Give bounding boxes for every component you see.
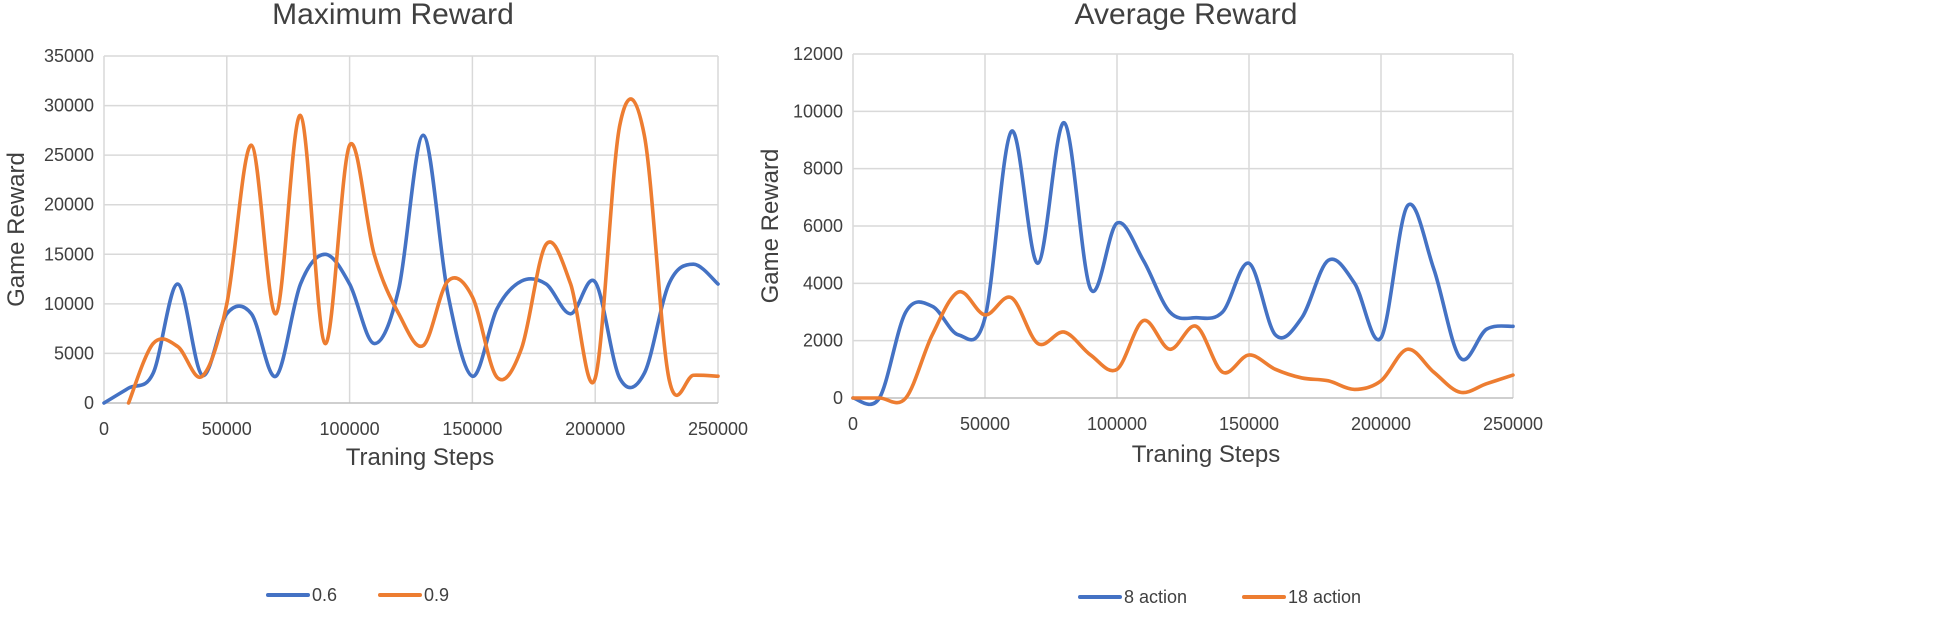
series-points-8-action <box>853 123 1513 398</box>
chart-2: Average Reward 0 2000 4000 6000 8000 10000 1200… <box>757 0 1543 607</box>
legend-label: 8 action <box>1124 587 1187 607</box>
x-tick-label: 250000 <box>688 419 748 439</box>
x-tick-label: 50000 <box>202 419 252 439</box>
y-tick-label: 25000 <box>44 145 94 165</box>
y-tick-label: 15000 <box>44 244 94 264</box>
chart-1: Maximum Reward 0 5000 10000 15000 20000 25000 3… <box>3 0 748 605</box>
x-axis-label: Traning Steps <box>346 444 495 471</box>
y-axis-label: Game Reward <box>3 152 30 307</box>
y-tick-label: 30000 <box>44 96 94 116</box>
x-tick-label: 0 <box>848 414 858 434</box>
x-tick-label: 50000 <box>960 414 1010 434</box>
x-tick-label: 200000 <box>1351 414 1411 434</box>
series-points-18-action <box>853 292 1513 398</box>
y-tick-label: 5000 <box>54 343 94 363</box>
series-line-0.9 <box>129 99 718 403</box>
series-line-18-action <box>853 292 1513 403</box>
x-tick-label: 100000 <box>1087 414 1147 434</box>
legend-label: 0.6 <box>312 585 337 605</box>
y-tick-label: 0 <box>84 393 94 413</box>
legend-label: 0.9 <box>424 585 449 605</box>
y-tick-label: 20000 <box>44 195 94 215</box>
series-line-8-action <box>853 123 1513 405</box>
x-tick-label: 150000 <box>1219 414 1279 434</box>
y-tick-label: 35000 <box>44 46 94 66</box>
y-tick-label: 0 <box>833 388 843 408</box>
x-axis-label: Traning Steps <box>1132 441 1281 468</box>
x-tick-label: 100000 <box>320 419 380 439</box>
x-tick-label: 200000 <box>565 419 625 439</box>
chart-title: Average Reward <box>1075 0 1298 31</box>
y-tick-label: 12000 <box>793 44 843 64</box>
legend-label: 18 action <box>1288 587 1361 607</box>
x-tick-label: 150000 <box>442 419 502 439</box>
y-tick-label: 4000 <box>803 273 843 293</box>
y-tick-label: 2000 <box>803 331 843 351</box>
chart-title: Maximum Reward <box>272 0 514 31</box>
x-tick-label: 250000 <box>1483 414 1543 434</box>
y-axis-label: Game Reward <box>757 149 784 304</box>
y-tick-label: 6000 <box>803 216 843 236</box>
series-line-0.6 <box>104 135 718 403</box>
y-tick-label: 10000 <box>793 101 843 121</box>
y-tick-label: 10000 <box>44 294 94 314</box>
y-tick-label: 8000 <box>803 159 843 179</box>
series-points-0.9 <box>128 115 718 403</box>
x-tick-label: 0 <box>99 419 109 439</box>
